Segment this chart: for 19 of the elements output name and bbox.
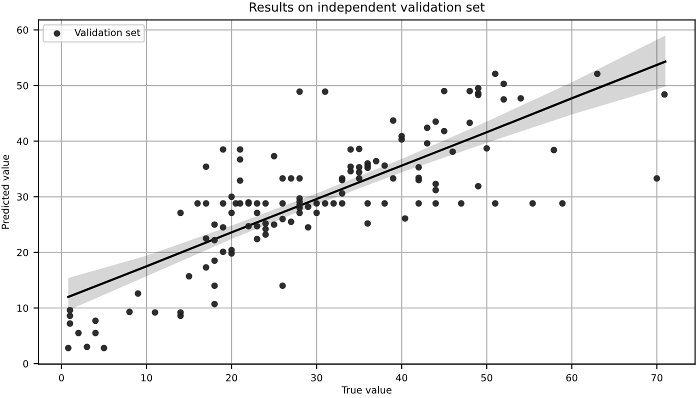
x-tick-label: 50 [481, 374, 492, 382]
x-tick-label: 40 [396, 374, 408, 382]
y-axis-title: Predicted value [1, 154, 9, 229]
y-tick-label: 30 [17, 193, 28, 201]
y-tick-label: 50 [17, 82, 28, 90]
x-axis-title: True value [342, 386, 392, 394]
chart-title: Results on independent validation set [250, 2, 485, 14]
x-tick-label: 60 [566, 374, 578, 382]
x-tick-label: 70 [651, 374, 662, 382]
y-tick-label: 0 [23, 360, 28, 368]
y-tick-label: 40 [16, 138, 28, 145]
x-tick-label: 20 [226, 374, 238, 382]
y-tick-label: 10 [17, 304, 28, 312]
x-tick-label: 10 [141, 374, 152, 382]
y-tick-label: 20 [17, 248, 28, 256]
x-tick-label: 30 [311, 374, 322, 382]
y-tick-label: 60 [17, 26, 28, 34]
x-tick-label: 0 [59, 374, 64, 382]
legend-label: Validation set [74, 28, 140, 36]
